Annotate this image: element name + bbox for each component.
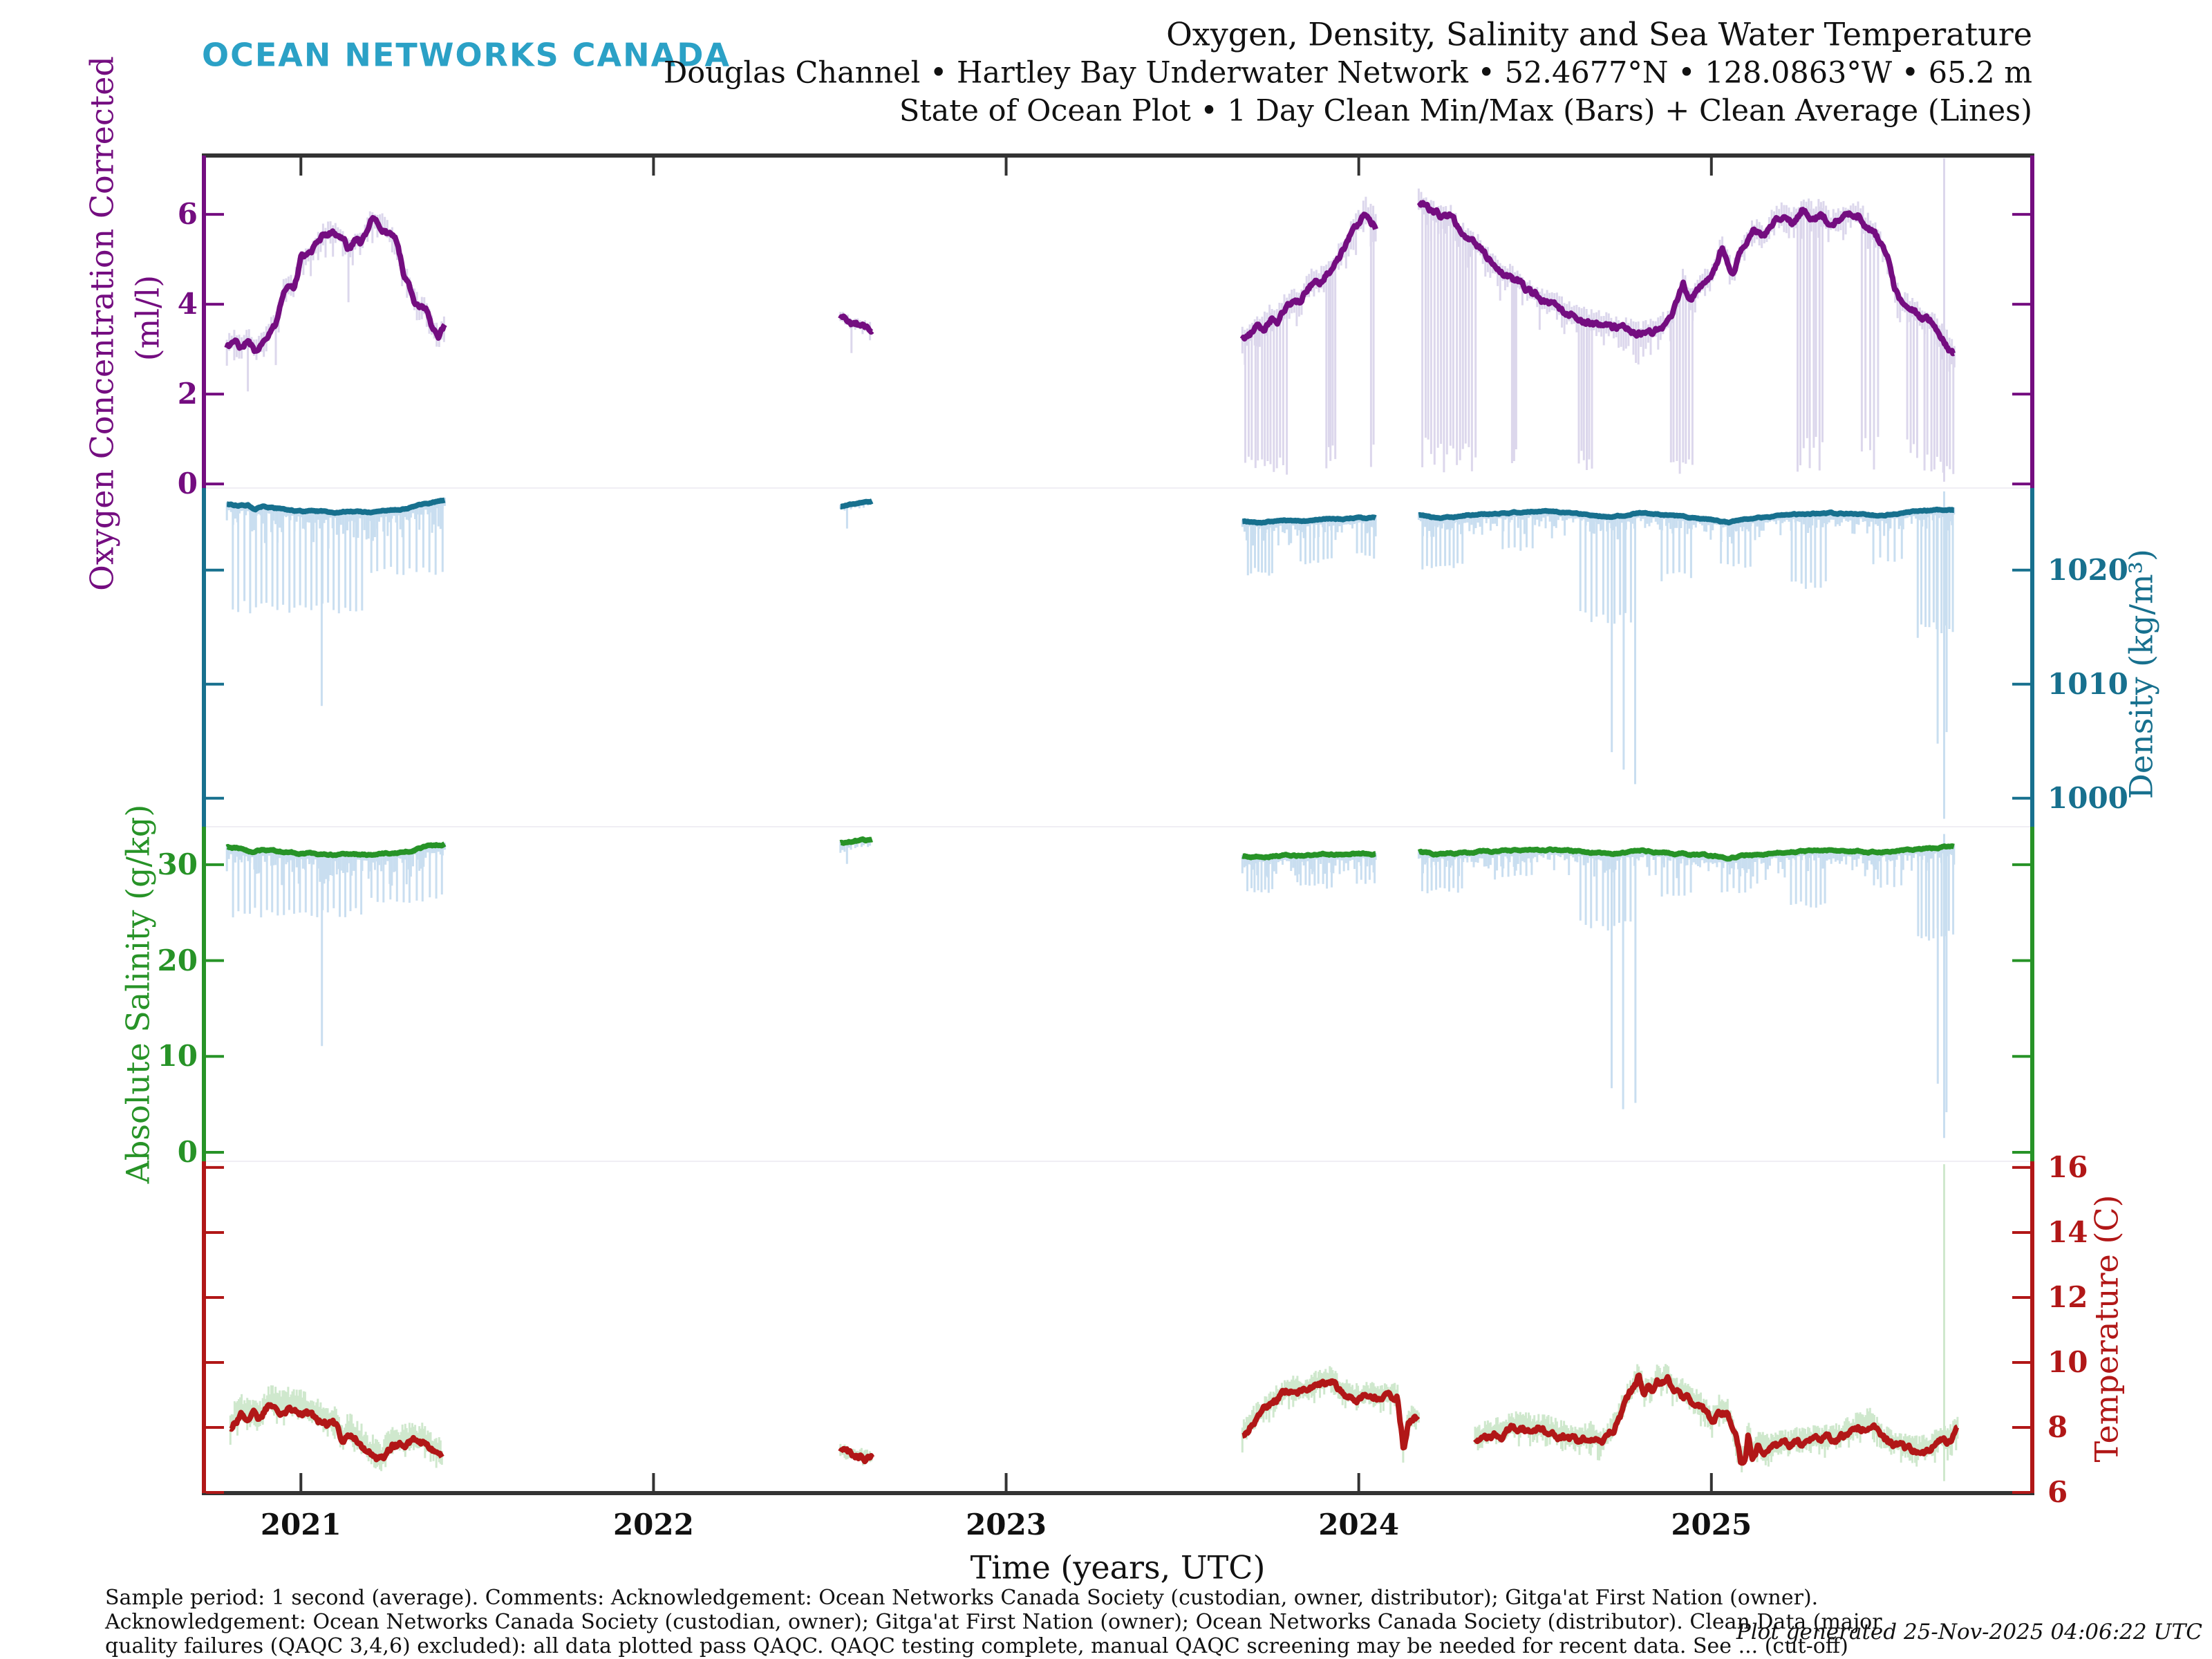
mean-line-temperature xyxy=(1473,1372,1960,1466)
minmax-bars-oxygen xyxy=(225,158,1956,482)
mean-line-temperature xyxy=(228,1402,444,1463)
plot-title-line1: Oxygen, Density, Salinity and Sea Water … xyxy=(1166,15,2032,53)
temperature-tick-label: 10 xyxy=(2047,1344,2088,1379)
plot-title-line2: Douglas Channel • Hartley Bay Underwater… xyxy=(663,55,2032,91)
oxygen-tick-label: 6 xyxy=(177,196,198,231)
mean-line-density xyxy=(225,497,447,516)
x-tick-label: 2022 xyxy=(612,1507,694,1541)
mean-line-salinity xyxy=(1240,850,1378,861)
temperature-tick-label: 12 xyxy=(2047,1280,2088,1314)
footer-line3: quality failures (QAQC 3,4,6) excluded):… xyxy=(105,1633,1848,1658)
salinity-tick-label: 20 xyxy=(157,943,198,977)
salinity-tick-label: 30 xyxy=(157,847,198,881)
salinity-tick-label: 0 xyxy=(177,1134,198,1169)
mean-line-density xyxy=(838,498,874,509)
onc-logo: OCEAN NETWORKS CANADA xyxy=(202,36,731,74)
mean-line-oxygen xyxy=(838,313,874,335)
mean-line-salinity xyxy=(838,836,874,846)
oxygen-axis-title: Oxygen Concentration Corrected xyxy=(83,56,121,591)
temperature-tick-label: 16 xyxy=(2047,1150,2088,1184)
temperature-tick-label: 6 xyxy=(2047,1474,2068,1509)
density-axis-title: Density (kg/m³) xyxy=(2122,549,2160,799)
mean-line-oxygen xyxy=(1239,212,1378,342)
mean-line-salinity xyxy=(1416,843,1956,862)
oxygen-tick-label: 4 xyxy=(177,286,198,321)
x-tick-label: 2025 xyxy=(1671,1507,1752,1541)
footer-line1: Sample period: 1 second (average). Comme… xyxy=(105,1585,1819,1610)
mean-line-oxygen xyxy=(1416,200,1956,357)
salinity-axis-title: Absolute Salinity (g/kg) xyxy=(119,804,157,1184)
density-tick-label: 1020 xyxy=(2047,552,2128,587)
x-tick-label: 2023 xyxy=(966,1507,1047,1541)
plot-title-line3: State of Ocean Plot • 1 Day Clean Min/Ma… xyxy=(899,93,2032,129)
x-tick-label: 2024 xyxy=(1318,1507,1400,1541)
mean-line-density xyxy=(1240,514,1378,526)
plot-generated-timestamp: Plot generated 25-Nov-2025 04:06:22 UTC xyxy=(1736,1620,2202,1645)
temperature-axis-title: Temperature (C) xyxy=(2088,1194,2126,1463)
mean-line-salinity xyxy=(225,841,447,859)
minmax-bars-temperature xyxy=(229,1164,1959,1481)
temperature-tick-label: 8 xyxy=(2047,1409,2068,1444)
density-tick-label: 1000 xyxy=(2047,780,2128,815)
mean-line-density xyxy=(1416,506,1956,526)
mean-line-temperature xyxy=(1240,1378,1421,1451)
mean-line-temperature xyxy=(838,1445,875,1465)
mean-line-oxygen xyxy=(224,215,447,355)
x-axis-title: Time (years, UTC) xyxy=(970,1548,1266,1586)
footer-line2: Acknowledgement: Ocean Networks Canada S… xyxy=(105,1609,1882,1634)
salinity-tick-label: 10 xyxy=(157,1039,198,1074)
minmax-bars-density xyxy=(225,491,1956,819)
density-tick-label: 1010 xyxy=(2047,666,2128,701)
oxygen-axis-unit: (ml/l) xyxy=(129,274,167,362)
oxygen-tick-label: 2 xyxy=(177,376,198,411)
temperature-tick-label: 14 xyxy=(2047,1215,2088,1249)
x-tick-label: 2021 xyxy=(260,1507,341,1541)
oxygen-tick-label: 0 xyxy=(177,466,198,500)
minmax-bars-salinity xyxy=(225,834,1956,1138)
